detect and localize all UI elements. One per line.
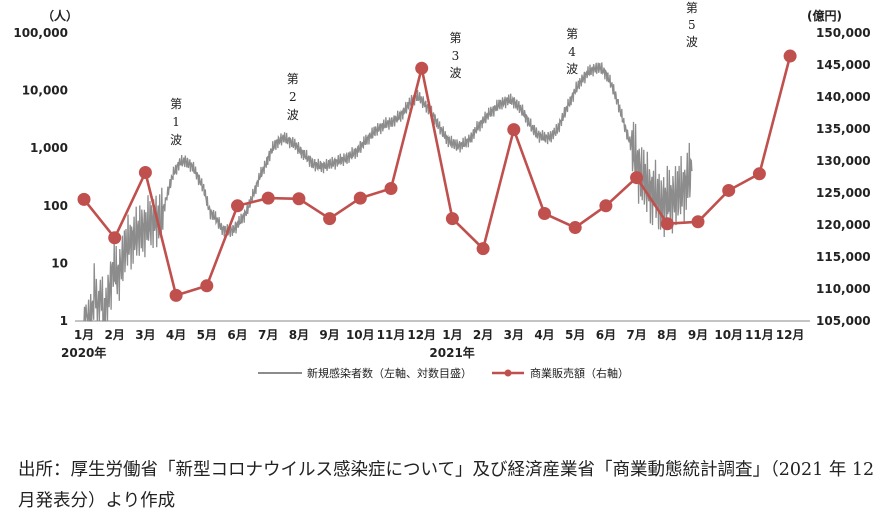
x-axis-month-ticks: 1月 2月 3月 4月 5月 6月 7月 8月 9月 10月 11月 12月 1月 2月 3月 4月 5月 6月 7… [61,328,804,360]
sales-marker [353,191,367,205]
right-tick-label: 140,000 [816,90,871,104]
chart: （人） (億円) 1 10 100 1,000 10,000 100,000 105,00… [13,1,871,380]
month-tick-label: 8月 [289,328,309,342]
sales-marker [415,61,429,75]
left-tick-label: 100 [43,199,68,213]
year-label: 2020年 [61,345,106,360]
legend-sales-marker [504,369,512,377]
right-tick-label: 110,000 [816,282,871,296]
month-tick-label: 1月 [442,328,462,342]
legend-cases-label: 新規感染者数（左軸、対数目盛） [307,366,472,380]
month-tick-label: 8月 [657,328,677,342]
left-axis-unit: （人） [42,8,78,23]
sales-marker [292,192,306,206]
right-tick-label: 135,000 [816,122,871,136]
month-tick-label: 12月 [776,328,805,342]
month-tick-label: 6月 [596,328,616,342]
sales-marker [660,217,674,231]
month-tick-label: 11月 [377,328,406,342]
legend: 新規感染者数（左軸、対数目盛） 商業販売額（右軸） [258,366,629,380]
month-tick-label: 2月 [473,328,493,342]
wave-annotation-text: 第 [170,97,182,111]
sales-marker [77,192,91,206]
right-tick-label: 115,000 [816,250,871,264]
right-tick-label: 105,000 [816,314,871,328]
wave-annotation-text: 第 [287,72,299,86]
source-note: 出所：厚生労働省「新型コロナウイルス感染症について」及び経済産業省「商業動態統計… [18,460,875,511]
sales-series [77,49,797,302]
right-axis-ticks: 105,000 110,000 115,000 120,000 125,000 130,0… [816,26,871,328]
wave-annotation-text: 第 [566,27,578,41]
month-tick-label: 3月 [135,328,155,342]
month-tick-label: 7月 [626,328,646,342]
sales-marker [476,242,490,256]
left-tick-label: 10,000 [22,84,68,98]
sales-marker [568,221,582,235]
month-tick-label: 12月 [407,328,436,342]
sales-marker [200,279,214,293]
sales-marker [231,199,244,213]
wave-annotation-text: 波 [449,66,461,80]
wave-annotation-text: 2 [289,90,297,104]
wave-annotation-text: 4 [568,45,576,59]
month-tick-label: 7月 [258,328,278,342]
sales-marker [108,231,122,245]
sales-marker [538,206,551,220]
sales-marker [507,123,521,137]
wave-annotation-text: 第 [449,31,461,45]
right-tick-label: 130,000 [816,154,871,168]
right-tick-label: 150,000 [816,26,871,40]
sales-marker [323,212,337,226]
wave-annotation-text: 波 [287,108,299,122]
wave-annotation-text: 1 [172,115,180,129]
sales-marker [783,49,797,63]
left-tick-label: 10 [51,256,68,270]
wave-annotation-text: 3 [452,49,460,63]
left-tick-label: 1,000 [30,141,68,155]
month-tick-label: 4月 [534,328,554,342]
month-tick-label: 5月 [197,328,217,342]
sales-marker [169,288,183,302]
sales-marker [722,183,736,197]
sales-marker [445,212,459,226]
month-tick-label: 3月 [504,328,524,342]
month-tick-label: 9月 [688,328,708,342]
legend-sales-label: 商業販売額（右軸） [530,366,629,380]
month-tick-label: 9月 [319,328,339,342]
month-tick-label: 4月 [166,328,186,342]
sales-marker [138,166,152,180]
right-tick-label: 120,000 [816,218,871,232]
month-tick-label: 1月 [74,328,94,342]
wave-annotation-text: 波 [566,62,578,76]
cases-series [83,62,693,322]
left-axis-ticks: 1 10 100 1,000 10,000 100,000 [13,26,68,328]
sales-marker [691,215,705,229]
cases-line [83,62,693,322]
sales-marker [384,182,398,196]
right-axis-unit: (億円) [807,8,842,23]
month-tick-label: 6月 [227,328,247,342]
month-tick-label: 11月 [745,328,774,342]
right-tick-label: 145,000 [816,58,871,72]
sales-marker [630,171,644,185]
wave-annotation-text: 波 [686,35,698,49]
month-tick-label: 10月 [714,328,743,342]
wave-annotation-text: 5 [688,18,696,32]
wave-annotation-text: 第 [686,1,698,15]
sales-marker [599,199,613,213]
month-tick-label: 2月 [105,328,125,342]
sales-marker [752,167,766,181]
left-tick-label: 1 [60,314,68,328]
year-label: 2021年 [429,345,474,360]
month-tick-label: 10月 [346,328,375,342]
left-tick-label: 100,000 [13,26,68,40]
wave-annotation-text: 波 [170,133,182,147]
month-tick-label: 5月 [565,328,585,342]
sales-marker [261,191,275,205]
right-tick-label: 125,000 [816,186,871,200]
